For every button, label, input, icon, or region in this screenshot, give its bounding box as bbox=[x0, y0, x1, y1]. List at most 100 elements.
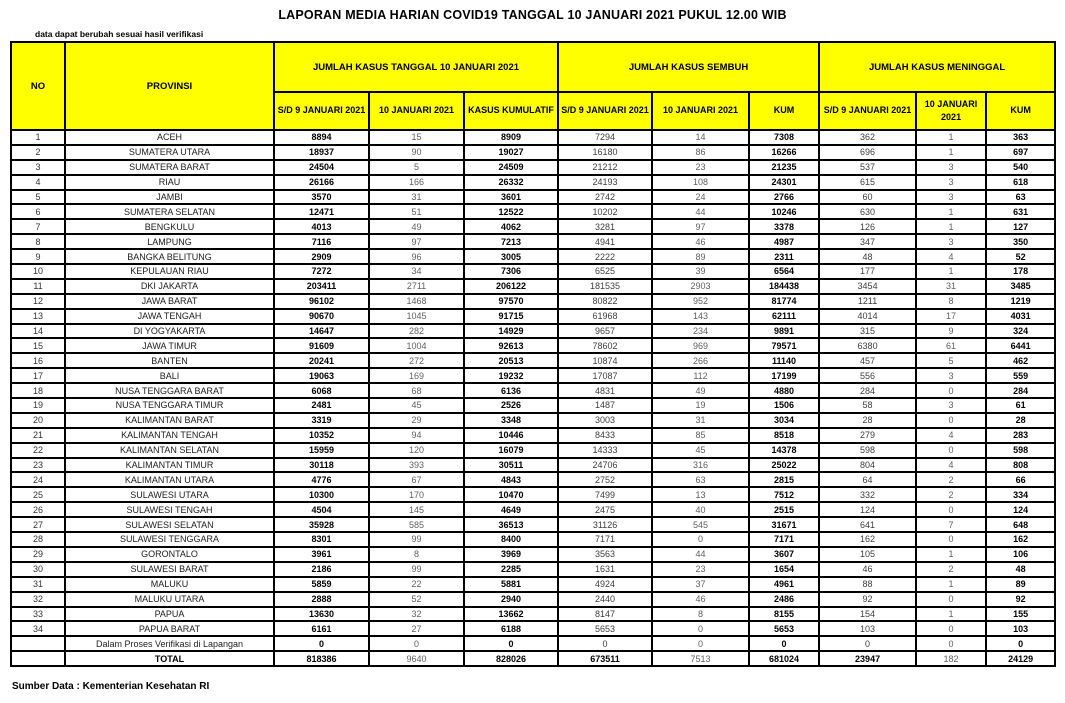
value-cell: 10470 bbox=[462, 486, 560, 504]
value-cell: 3 bbox=[915, 158, 988, 176]
value-cell: 266 bbox=[651, 352, 751, 370]
value-cell: 284 bbox=[985, 382, 1057, 400]
row-number: 18 bbox=[10, 382, 66, 400]
table-row: 34 PAPUA BARAT 6161 27 6188 5653 0 5653 103 0 103 bbox=[10, 620, 1057, 638]
value-cell: 8400 bbox=[462, 531, 560, 548]
row-number: 13 bbox=[10, 307, 66, 325]
province-name: BANTEN bbox=[64, 352, 275, 370]
row-number: 22 bbox=[10, 441, 66, 459]
table-row: 22 KALIMANTAN SELATAN 15959 120 16079 14333 45… bbox=[10, 441, 1057, 459]
value-cell: 32 bbox=[368, 605, 465, 623]
value-cell: 103 bbox=[818, 620, 918, 638]
value-cell: 25022 bbox=[748, 456, 821, 474]
value-cell: 0 bbox=[915, 620, 988, 638]
row-number: 9 bbox=[10, 248, 66, 266]
value-cell: 332 bbox=[818, 486, 918, 504]
value-cell: 315 bbox=[818, 322, 918, 340]
value-cell: 0 bbox=[557, 635, 654, 653]
value-cell: 2752 bbox=[557, 471, 654, 489]
value-cell: 7306 bbox=[462, 263, 560, 280]
value-cell: 2742 bbox=[557, 188, 654, 206]
table-row: 14 DI YOGYAKARTA 14647 282 14929 9657 234 9891 3… bbox=[10, 322, 1057, 340]
table-row: 25 SULAWESI UTARA 10300 170 10470 7499 13 7512 3… bbox=[10, 486, 1057, 504]
row-number: 17 bbox=[10, 367, 66, 385]
value-cell: 7272 bbox=[273, 263, 370, 280]
value-cell: 10246 bbox=[748, 203, 821, 221]
value-cell: 3003 bbox=[557, 411, 654, 429]
row-number: 16 bbox=[10, 352, 66, 370]
value-cell: 8 bbox=[915, 292, 988, 310]
value-cell: 4062 bbox=[462, 218, 560, 236]
value-cell: 24301 bbox=[748, 173, 821, 191]
table-row: 2 SUMATERA UTARA 18937 90 19027 16180 86 16266 6… bbox=[10, 143, 1057, 161]
province-name: JAWA TENGAH bbox=[64, 307, 275, 325]
value-cell: 13 bbox=[651, 486, 751, 504]
table-row: 29 GORONTALO 3961 8 3969 3563 44 3607 105 1 106 bbox=[10, 545, 1057, 563]
value-cell: 2515 bbox=[748, 501, 821, 519]
row-number bbox=[10, 650, 66, 668]
province-name: RIAU bbox=[64, 173, 275, 191]
value-cell: 181535 bbox=[557, 277, 654, 295]
subheader-meninggal-kum: KUM bbox=[985, 91, 1057, 131]
value-cell: 145 bbox=[368, 501, 465, 519]
value-cell: 10874 bbox=[557, 352, 654, 370]
value-cell: 19027 bbox=[462, 143, 560, 161]
value-cell: 3281 bbox=[557, 218, 654, 236]
row-number: 6 bbox=[10, 203, 66, 221]
value-cell: 44 bbox=[651, 203, 751, 221]
value-cell: 34 bbox=[368, 263, 465, 280]
value-cell: 1654 bbox=[748, 560, 821, 578]
value-cell: 92 bbox=[818, 590, 918, 608]
value-cell: 170 bbox=[368, 486, 465, 504]
row-number: 26 bbox=[10, 501, 66, 519]
value-cell: 6525 bbox=[557, 263, 654, 280]
value-cell: 46 bbox=[651, 233, 751, 251]
value-cell: 14 bbox=[651, 129, 751, 146]
value-cell: 15959 bbox=[273, 441, 370, 459]
value-cell: 18937 bbox=[273, 143, 370, 161]
value-cell: 177 bbox=[818, 263, 918, 280]
value-cell: 2 bbox=[915, 486, 988, 504]
value-cell: 1631 bbox=[557, 560, 654, 578]
table-row: 19 NUSA TENGGARA TIMUR 2481 45 2526 1487 19 150… bbox=[10, 397, 1057, 414]
value-cell: 3485 bbox=[985, 277, 1057, 295]
row-number: 19 bbox=[10, 397, 66, 414]
value-cell: 0 bbox=[915, 411, 988, 429]
value-cell: 12522 bbox=[462, 203, 560, 221]
table-row: 1 ACEH 8894 15 8909 7294 14 7308 362 1 363 bbox=[10, 129, 1057, 146]
value-cell: 1 bbox=[915, 263, 988, 280]
value-cell: 8155 bbox=[748, 605, 821, 623]
value-cell: 4924 bbox=[557, 575, 654, 593]
value-cell: 19063 bbox=[273, 367, 370, 385]
value-cell: 3607 bbox=[748, 545, 821, 563]
covid-report-table: NO PROVINSI JUMLAH KASUS TANGGAL 10 JANU… bbox=[10, 41, 1057, 668]
value-cell: 7512 bbox=[748, 486, 821, 504]
value-cell: 28 bbox=[985, 411, 1057, 429]
value-cell: 52 bbox=[368, 590, 465, 608]
value-cell: 6136 bbox=[462, 382, 560, 400]
value-cell: 630 bbox=[818, 203, 918, 221]
province-name: ACEH bbox=[64, 129, 275, 146]
value-cell: 393 bbox=[368, 456, 465, 474]
value-cell: 3601 bbox=[462, 188, 560, 206]
value-cell: 49 bbox=[651, 382, 751, 400]
value-cell: 45 bbox=[368, 397, 465, 414]
province-name: GORONTALO bbox=[64, 545, 275, 563]
value-cell: 88 bbox=[818, 575, 918, 593]
value-cell: 17 bbox=[915, 307, 988, 325]
table-row: 21 KALIMANTAN TENGAH 10352 94 10446 8433 85 851… bbox=[10, 426, 1057, 444]
value-cell: 8 bbox=[368, 545, 465, 563]
row-number: 5 bbox=[10, 188, 66, 206]
row-number: 30 bbox=[10, 560, 66, 578]
value-cell: 91609 bbox=[273, 337, 370, 355]
table-row: 23 KALIMANTAN TIMUR 30118 393 30511 24706 316 2… bbox=[10, 456, 1057, 474]
value-cell: 0 bbox=[915, 382, 988, 400]
value-cell: 3005 bbox=[462, 248, 560, 266]
table-row: 20 KALIMANTAN BARAT 3319 29 3348 3003 31 3034 28… bbox=[10, 411, 1057, 429]
value-cell: 26166 bbox=[273, 173, 370, 191]
row-number: 15 bbox=[10, 337, 66, 355]
subheader-sembuh-10jan: 10 JANUARI 2021 bbox=[651, 91, 751, 131]
value-cell: 6161 bbox=[273, 620, 370, 638]
value-cell: 2 bbox=[915, 471, 988, 489]
table-row: 13 JAWA TENGAH 90670 1045 91715 61968 143 62111… bbox=[10, 307, 1057, 325]
